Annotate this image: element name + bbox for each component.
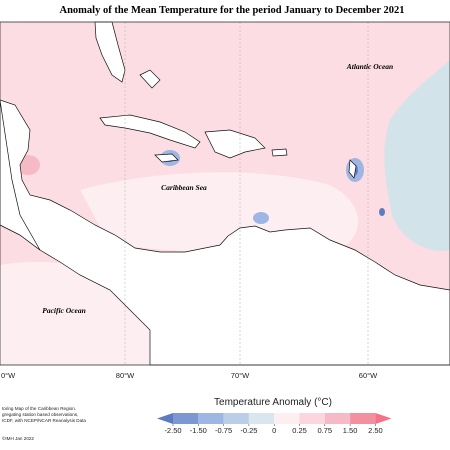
colorbar-tick-label: 0.75 <box>317 426 332 435</box>
jamaica <box>154 153 179 163</box>
note: ©IMH Jan 2022 <box>2 435 34 441</box>
longitude-label: 70°W <box>231 371 250 380</box>
bahamas <box>139 69 161 89</box>
colorbar-box <box>173 413 199 424</box>
colorbar-tick-label: 1.50 <box>343 426 358 435</box>
cool-spot <box>253 212 269 224</box>
puerto-rico <box>271 148 288 157</box>
legend-title: Temperature Anomaly (°C) <box>214 397 332 408</box>
longitude-label: 0°W <box>1 371 16 380</box>
colorbar-arrow <box>375 413 392 424</box>
colorbar-arrow <box>157 413 173 424</box>
cool-spot <box>379 208 385 216</box>
mainland <box>0 99 450 366</box>
colorbar-box <box>350 413 376 424</box>
note: toring Map of the Caribbean Region. <box>2 406 76 411</box>
colorbar-tick-label: 0 <box>272 426 276 435</box>
lesser-antilles <box>348 159 357 179</box>
colorbar-box <box>274 413 300 424</box>
colorbar-box <box>198 413 224 424</box>
colorbar-tick-label: 0.25 <box>292 426 307 435</box>
map <box>0 21 450 366</box>
florida <box>94 21 126 83</box>
longitude-label: 80°W <box>116 371 135 380</box>
longitude-label: 60°W <box>359 371 378 380</box>
colorbar-box <box>324 413 351 424</box>
note: ICDF, with NCEP/NCAR Reanalysis Data <box>2 418 86 423</box>
note: gregating station based observations, <box>2 412 78 417</box>
colorbar-box <box>248 413 275 424</box>
yucatan <box>0 99 41 251</box>
ocean-label: Atlantic Ocean <box>346 62 393 71</box>
colorbar-tick-label: 2.50 <box>368 426 383 435</box>
legend: -2.50 -1.50 -0.75 -0.25 0 0.25 0.75 1.50 2.50 <box>157 413 392 435</box>
map-frame <box>0 21 450 366</box>
colorbar-box <box>299 413 325 424</box>
colorbar-tick-label: -0.25 <box>240 426 257 435</box>
sea-label: Caribbean Sea <box>161 183 207 192</box>
anomaly-cool-zone <box>384 60 450 251</box>
title: Anomaly of the Mean Temperature for the … <box>60 5 405 16</box>
colorbar-box <box>223 413 249 424</box>
colorbar-tick-label: -2.50 <box>164 426 181 435</box>
colorbar-tick-label: -1.50 <box>190 426 207 435</box>
ocean-label: Pacific Ocean <box>42 306 86 315</box>
colorbar-tick-label: -0.75 <box>215 426 232 435</box>
hispaniola <box>204 129 266 159</box>
